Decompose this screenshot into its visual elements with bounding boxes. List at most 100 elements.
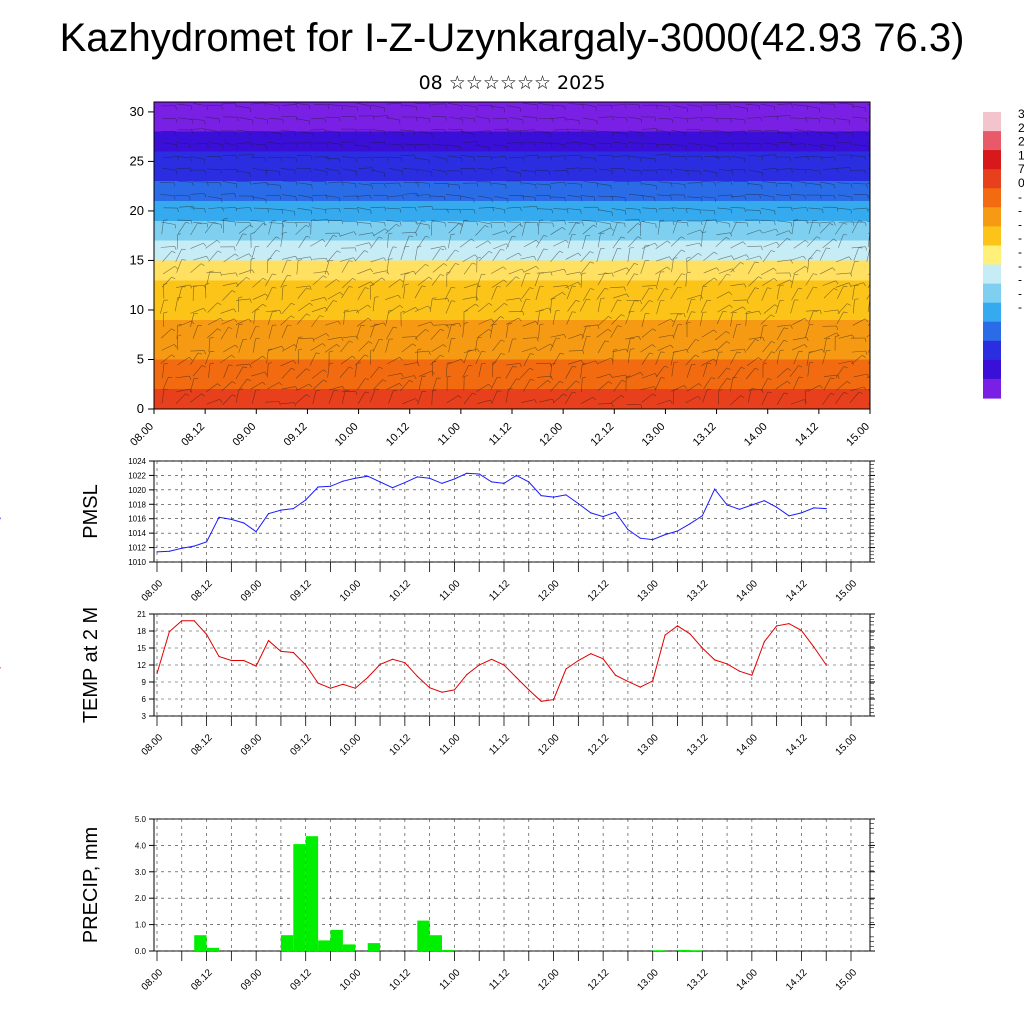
grid xyxy=(154,613,870,717)
wind-barb-flag xyxy=(310,155,313,160)
wind-barb-flag xyxy=(477,283,480,288)
wind-barb xyxy=(613,155,628,157)
wind-barb-flag xyxy=(786,380,791,385)
wind-barb-flag xyxy=(396,224,400,227)
wind-barb-flag xyxy=(236,282,239,287)
wind-barb-flag xyxy=(758,357,762,361)
wind-barb xyxy=(627,142,643,144)
data-point xyxy=(763,500,765,502)
wind-barb-flag xyxy=(176,144,178,149)
wind-barb-flag xyxy=(677,313,682,315)
wind-barb xyxy=(418,370,433,377)
wind-barb xyxy=(730,351,738,365)
wind-barb-flag xyxy=(280,133,282,138)
wind-barb-flag xyxy=(746,222,749,227)
wind-barb-flag xyxy=(539,310,544,312)
wind-barb xyxy=(297,182,312,185)
wind-barb-flag xyxy=(231,381,236,384)
wind-barb-flag xyxy=(458,323,462,327)
wind-barb-flag xyxy=(477,337,482,339)
wind-barb-flag xyxy=(281,346,285,350)
wind-barb xyxy=(597,340,606,354)
wind-barb xyxy=(761,391,768,405)
colorbar-swatch xyxy=(983,302,1001,323)
wind-barb-flag xyxy=(535,239,540,244)
wind-barb xyxy=(820,221,835,224)
wind-barb xyxy=(505,324,509,338)
wind-barb xyxy=(580,273,583,288)
wind-barb xyxy=(730,241,744,249)
wind-barb-flag xyxy=(534,399,537,404)
wind-barb-flag xyxy=(188,356,193,361)
wind-barb-flag xyxy=(475,303,479,307)
wind-barb-flag xyxy=(670,318,674,323)
wind-barb-flag xyxy=(177,233,182,236)
y-tick-label: 4.0 xyxy=(135,841,147,850)
data-point xyxy=(416,476,418,478)
wind-barb-flag xyxy=(181,259,186,261)
wind-barb xyxy=(686,252,699,262)
wind-barb xyxy=(820,103,835,105)
wind-barb-flag xyxy=(204,285,206,290)
wind-barb-flag xyxy=(505,166,508,171)
wind-barb-flag xyxy=(352,278,357,281)
wind-barb xyxy=(521,170,536,172)
wind-barb-flag xyxy=(383,322,387,327)
wind-barb-flag xyxy=(464,375,469,377)
wind-barb xyxy=(448,223,459,234)
data-bar xyxy=(280,935,294,951)
wind-barb xyxy=(598,227,611,235)
wind-barb-flag xyxy=(788,230,792,235)
wind-barb-flag xyxy=(536,104,539,109)
wind-barb xyxy=(804,324,810,339)
x-tick-label: 10.00 xyxy=(338,578,364,604)
wind-barb xyxy=(477,328,489,338)
wind-barb-flag xyxy=(500,353,505,355)
wind-barb-flag xyxy=(744,348,747,353)
wind-barb xyxy=(313,333,327,340)
wind-barb-flag xyxy=(536,206,539,211)
wind-barb-flag xyxy=(549,184,552,189)
y-tick-label: 12 xyxy=(137,661,146,670)
wind-barb-flag xyxy=(640,372,644,376)
wind-barb xyxy=(849,391,860,403)
wind-barb-flag xyxy=(843,366,848,368)
wind-barb-flag xyxy=(471,238,475,242)
wind-barb xyxy=(702,169,717,174)
wind-barb xyxy=(176,156,191,159)
wind-barb-flag xyxy=(454,249,459,252)
wind-barb-flag xyxy=(550,343,554,348)
wind-barb-flag xyxy=(539,323,544,326)
wind-barb xyxy=(250,355,263,365)
colorbar-label: 3 xyxy=(1018,107,1024,121)
data-point xyxy=(639,537,641,539)
data-point xyxy=(404,482,406,484)
data-point xyxy=(391,658,394,660)
wind-barb-flag xyxy=(642,195,644,200)
wind-barb xyxy=(672,324,679,338)
wind-barb-flag xyxy=(432,297,437,299)
x-tick-label: 12.00 xyxy=(536,967,562,993)
wind-barb xyxy=(730,306,744,314)
wind-barb xyxy=(207,302,218,313)
wind-barb-flag xyxy=(722,311,727,313)
wind-barb xyxy=(702,389,708,403)
wind-barb xyxy=(206,383,218,393)
wind-barb-flag xyxy=(699,242,702,247)
wind-barb xyxy=(508,378,517,391)
wind-barb xyxy=(491,390,498,404)
wind-barb-flag xyxy=(444,129,447,134)
wind-barb xyxy=(685,208,700,210)
wind-barb xyxy=(807,362,810,377)
wind-barb-flag xyxy=(171,250,176,254)
wind-barb xyxy=(161,220,164,235)
wind-barb-flag xyxy=(816,236,821,239)
wind-barb-flag xyxy=(497,376,502,379)
wind-barb xyxy=(730,377,734,392)
wind-barb xyxy=(581,326,587,340)
wind-barb-flag xyxy=(813,273,818,276)
wind-barb-flag xyxy=(670,344,674,349)
wind-barb xyxy=(267,363,269,378)
wind-barb xyxy=(490,221,505,224)
wind-barb-flag xyxy=(481,351,486,353)
